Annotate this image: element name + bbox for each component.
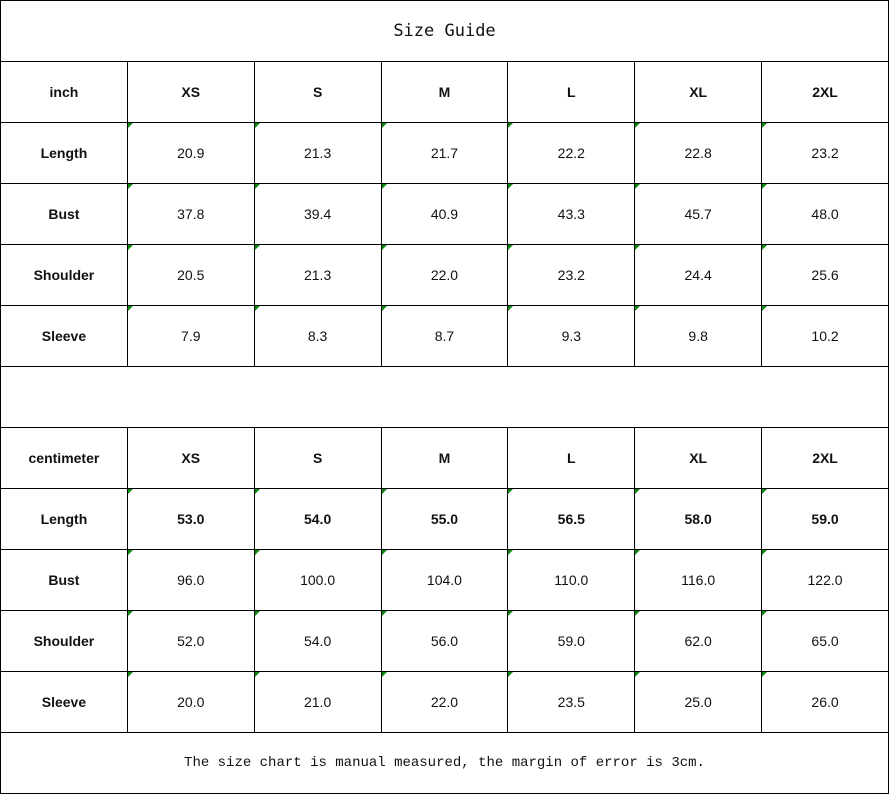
measurement-value: 100.0: [253, 549, 382, 611]
size-header: L: [507, 427, 636, 489]
measurement-label: Length: [0, 122, 128, 184]
measurement-note: The size chart is manual measured, the m…: [0, 732, 889, 794]
measurement-value: 55.0: [380, 488, 509, 550]
measurement-label: Sleeve: [0, 671, 128, 733]
table-row: Length 53.0 54.0 55.0 56.5 58.0 59.0: [0, 488, 889, 550]
size-header: M: [380, 61, 509, 123]
table-row: Shoulder 20.5 21.3 22.0 23.2 24.4 25.6: [0, 244, 889, 306]
measurement-value: 122.0: [761, 549, 889, 611]
size-header: L: [507, 61, 636, 123]
measurement-label: Bust: [0, 549, 128, 611]
table-row: Bust 37.8 39.4 40.9 43.3 45.7 48.0: [0, 183, 889, 245]
measurement-value: 10.2: [761, 305, 889, 367]
measurement-value: 116.0: [634, 549, 763, 611]
measurement-value: 48.0: [761, 183, 889, 245]
measurement-value: 22.0: [380, 671, 509, 733]
measurement-value: 65.0: [761, 610, 889, 672]
measurement-value: 53.0: [126, 488, 255, 550]
measurement-value: 7.9: [126, 305, 255, 367]
measurement-value: 21.3: [253, 122, 382, 184]
measurement-value: 22.8: [634, 122, 763, 184]
unit-header: centimeter: [0, 427, 128, 489]
measurement-value: 26.0: [761, 671, 889, 733]
measurement-value: 8.3: [253, 305, 382, 367]
measurement-value: 45.7: [634, 183, 763, 245]
measurement-value: 56.5: [507, 488, 636, 550]
measurement-value: 110.0: [507, 549, 636, 611]
size-header: S: [253, 427, 382, 489]
size-guide-title: Size Guide: [0, 0, 889, 62]
measurement-value: 54.0: [253, 488, 382, 550]
table-row: Bust 96.0 100.0 104.0 110.0 116.0 122.0: [0, 549, 889, 611]
size-header: S: [253, 61, 382, 123]
measurement-value: 52.0: [126, 610, 255, 672]
measurement-value: 20.5: [126, 244, 255, 306]
table-row: Sleeve 7.9 8.3 8.7 9.3 9.8 10.2: [0, 305, 889, 367]
measurement-value: 56.0: [380, 610, 509, 672]
measurement-value: 59.0: [761, 488, 889, 550]
measurement-value: 54.0: [253, 610, 382, 672]
measurement-value: 104.0: [380, 549, 509, 611]
size-header: 2XL: [761, 61, 889, 123]
measurement-value: 96.0: [126, 549, 255, 611]
measurement-value: 23.2: [507, 244, 636, 306]
table-row: Sleeve 20.0 21.0 22.0 23.5 25.0 26.0: [0, 671, 889, 733]
unit-header: inch: [0, 61, 128, 123]
spacer-row: [0, 366, 889, 428]
measurement-value: 39.4: [253, 183, 382, 245]
measurement-value: 20.0: [126, 671, 255, 733]
measurement-label: Length: [0, 488, 128, 550]
size-header: 2XL: [761, 427, 889, 489]
table-row: Length 20.9 21.3 21.7 22.2 22.8 23.2: [0, 122, 889, 184]
size-header: XS: [126, 427, 255, 489]
table-row: Shoulder 52.0 54.0 56.0 59.0 62.0 65.0: [0, 610, 889, 672]
measurement-value: 9.8: [634, 305, 763, 367]
note-row: The size chart is manual measured, the m…: [0, 732, 889, 794]
size-header: XL: [634, 427, 763, 489]
measurement-value: 58.0: [634, 488, 763, 550]
size-header: M: [380, 427, 509, 489]
measurement-value: 62.0: [634, 610, 763, 672]
header-row: inch XS S M L XL 2XL: [0, 61, 889, 123]
measurement-value: 21.7: [380, 122, 509, 184]
measurement-value: 20.9: [126, 122, 255, 184]
measurement-label: Shoulder: [0, 610, 128, 672]
measurement-value: 21.0: [253, 671, 382, 733]
measurement-value: 40.9: [380, 183, 509, 245]
measurement-value: 59.0: [507, 610, 636, 672]
header-row: centimeter XS S M L XL 2XL: [0, 427, 889, 489]
measurement-value: 25.0: [634, 671, 763, 733]
size-header: XS: [126, 61, 255, 123]
measurement-value: 9.3: [507, 305, 636, 367]
measurement-value: 43.3: [507, 183, 636, 245]
size-header: XL: [634, 61, 763, 123]
measurement-label: Sleeve: [0, 305, 128, 367]
measurement-label: Shoulder: [0, 244, 128, 306]
measurement-value: 24.4: [634, 244, 763, 306]
title-row: Size Guide: [0, 0, 889, 62]
measurement-label: Bust: [0, 183, 128, 245]
measurement-value: 23.5: [507, 671, 636, 733]
measurement-value: 21.3: [253, 244, 382, 306]
measurement-value: 8.7: [380, 305, 509, 367]
measurement-value: 23.2: [761, 122, 889, 184]
measurement-value: 22.0: [380, 244, 509, 306]
measurement-value: 25.6: [761, 244, 889, 306]
measurement-value: 37.8: [126, 183, 255, 245]
spacer-cell: [0, 366, 889, 428]
measurement-value: 22.2: [507, 122, 636, 184]
